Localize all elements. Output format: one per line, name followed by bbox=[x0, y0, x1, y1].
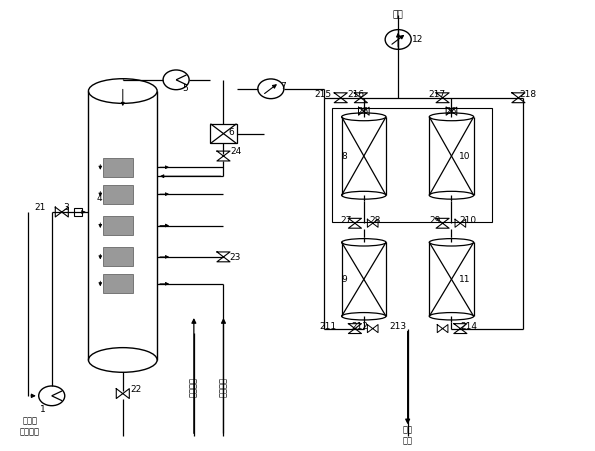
Text: 净化废水: 净化废水 bbox=[189, 377, 198, 397]
FancyBboxPatch shape bbox=[103, 158, 133, 177]
Text: 29: 29 bbox=[430, 216, 441, 225]
Text: 212: 212 bbox=[351, 322, 368, 331]
Text: 新鲜蒸汽: 新鲜蒸汽 bbox=[219, 377, 228, 397]
FancyBboxPatch shape bbox=[103, 216, 133, 235]
Text: 3: 3 bbox=[64, 203, 70, 212]
Text: 6: 6 bbox=[228, 128, 234, 137]
Text: 4: 4 bbox=[96, 194, 102, 203]
Text: 217: 217 bbox=[428, 90, 445, 99]
Text: 210: 210 bbox=[459, 216, 477, 225]
Text: 211: 211 bbox=[320, 322, 337, 331]
Text: 10: 10 bbox=[459, 152, 471, 161]
Text: 高浓度
有机废水: 高浓度 有机废水 bbox=[20, 417, 40, 436]
Text: 22: 22 bbox=[130, 385, 142, 394]
Text: 1: 1 bbox=[40, 405, 46, 414]
Text: 再生
尾气: 再生 尾气 bbox=[403, 426, 413, 445]
Text: 5: 5 bbox=[182, 84, 188, 93]
FancyBboxPatch shape bbox=[103, 185, 133, 203]
Text: 28: 28 bbox=[369, 216, 381, 225]
Text: 215: 215 bbox=[315, 90, 332, 99]
Text: 27: 27 bbox=[340, 216, 352, 225]
Text: 213: 213 bbox=[390, 322, 407, 331]
Text: 21: 21 bbox=[35, 203, 46, 212]
Text: 24: 24 bbox=[230, 147, 241, 156]
FancyBboxPatch shape bbox=[103, 274, 133, 293]
Text: 空气: 空气 bbox=[393, 10, 403, 19]
FancyBboxPatch shape bbox=[103, 248, 133, 266]
Text: 26: 26 bbox=[446, 107, 457, 116]
Text: 8: 8 bbox=[342, 152, 347, 161]
Text: 216: 216 bbox=[347, 90, 364, 99]
Text: 218: 218 bbox=[519, 90, 537, 99]
Text: 23: 23 bbox=[230, 253, 241, 262]
Text: 214: 214 bbox=[461, 322, 477, 331]
Text: 7: 7 bbox=[280, 82, 286, 91]
Text: 11: 11 bbox=[459, 275, 471, 284]
Text: 12: 12 bbox=[412, 35, 423, 44]
Text: 9: 9 bbox=[342, 275, 347, 284]
Text: 25: 25 bbox=[357, 107, 368, 116]
